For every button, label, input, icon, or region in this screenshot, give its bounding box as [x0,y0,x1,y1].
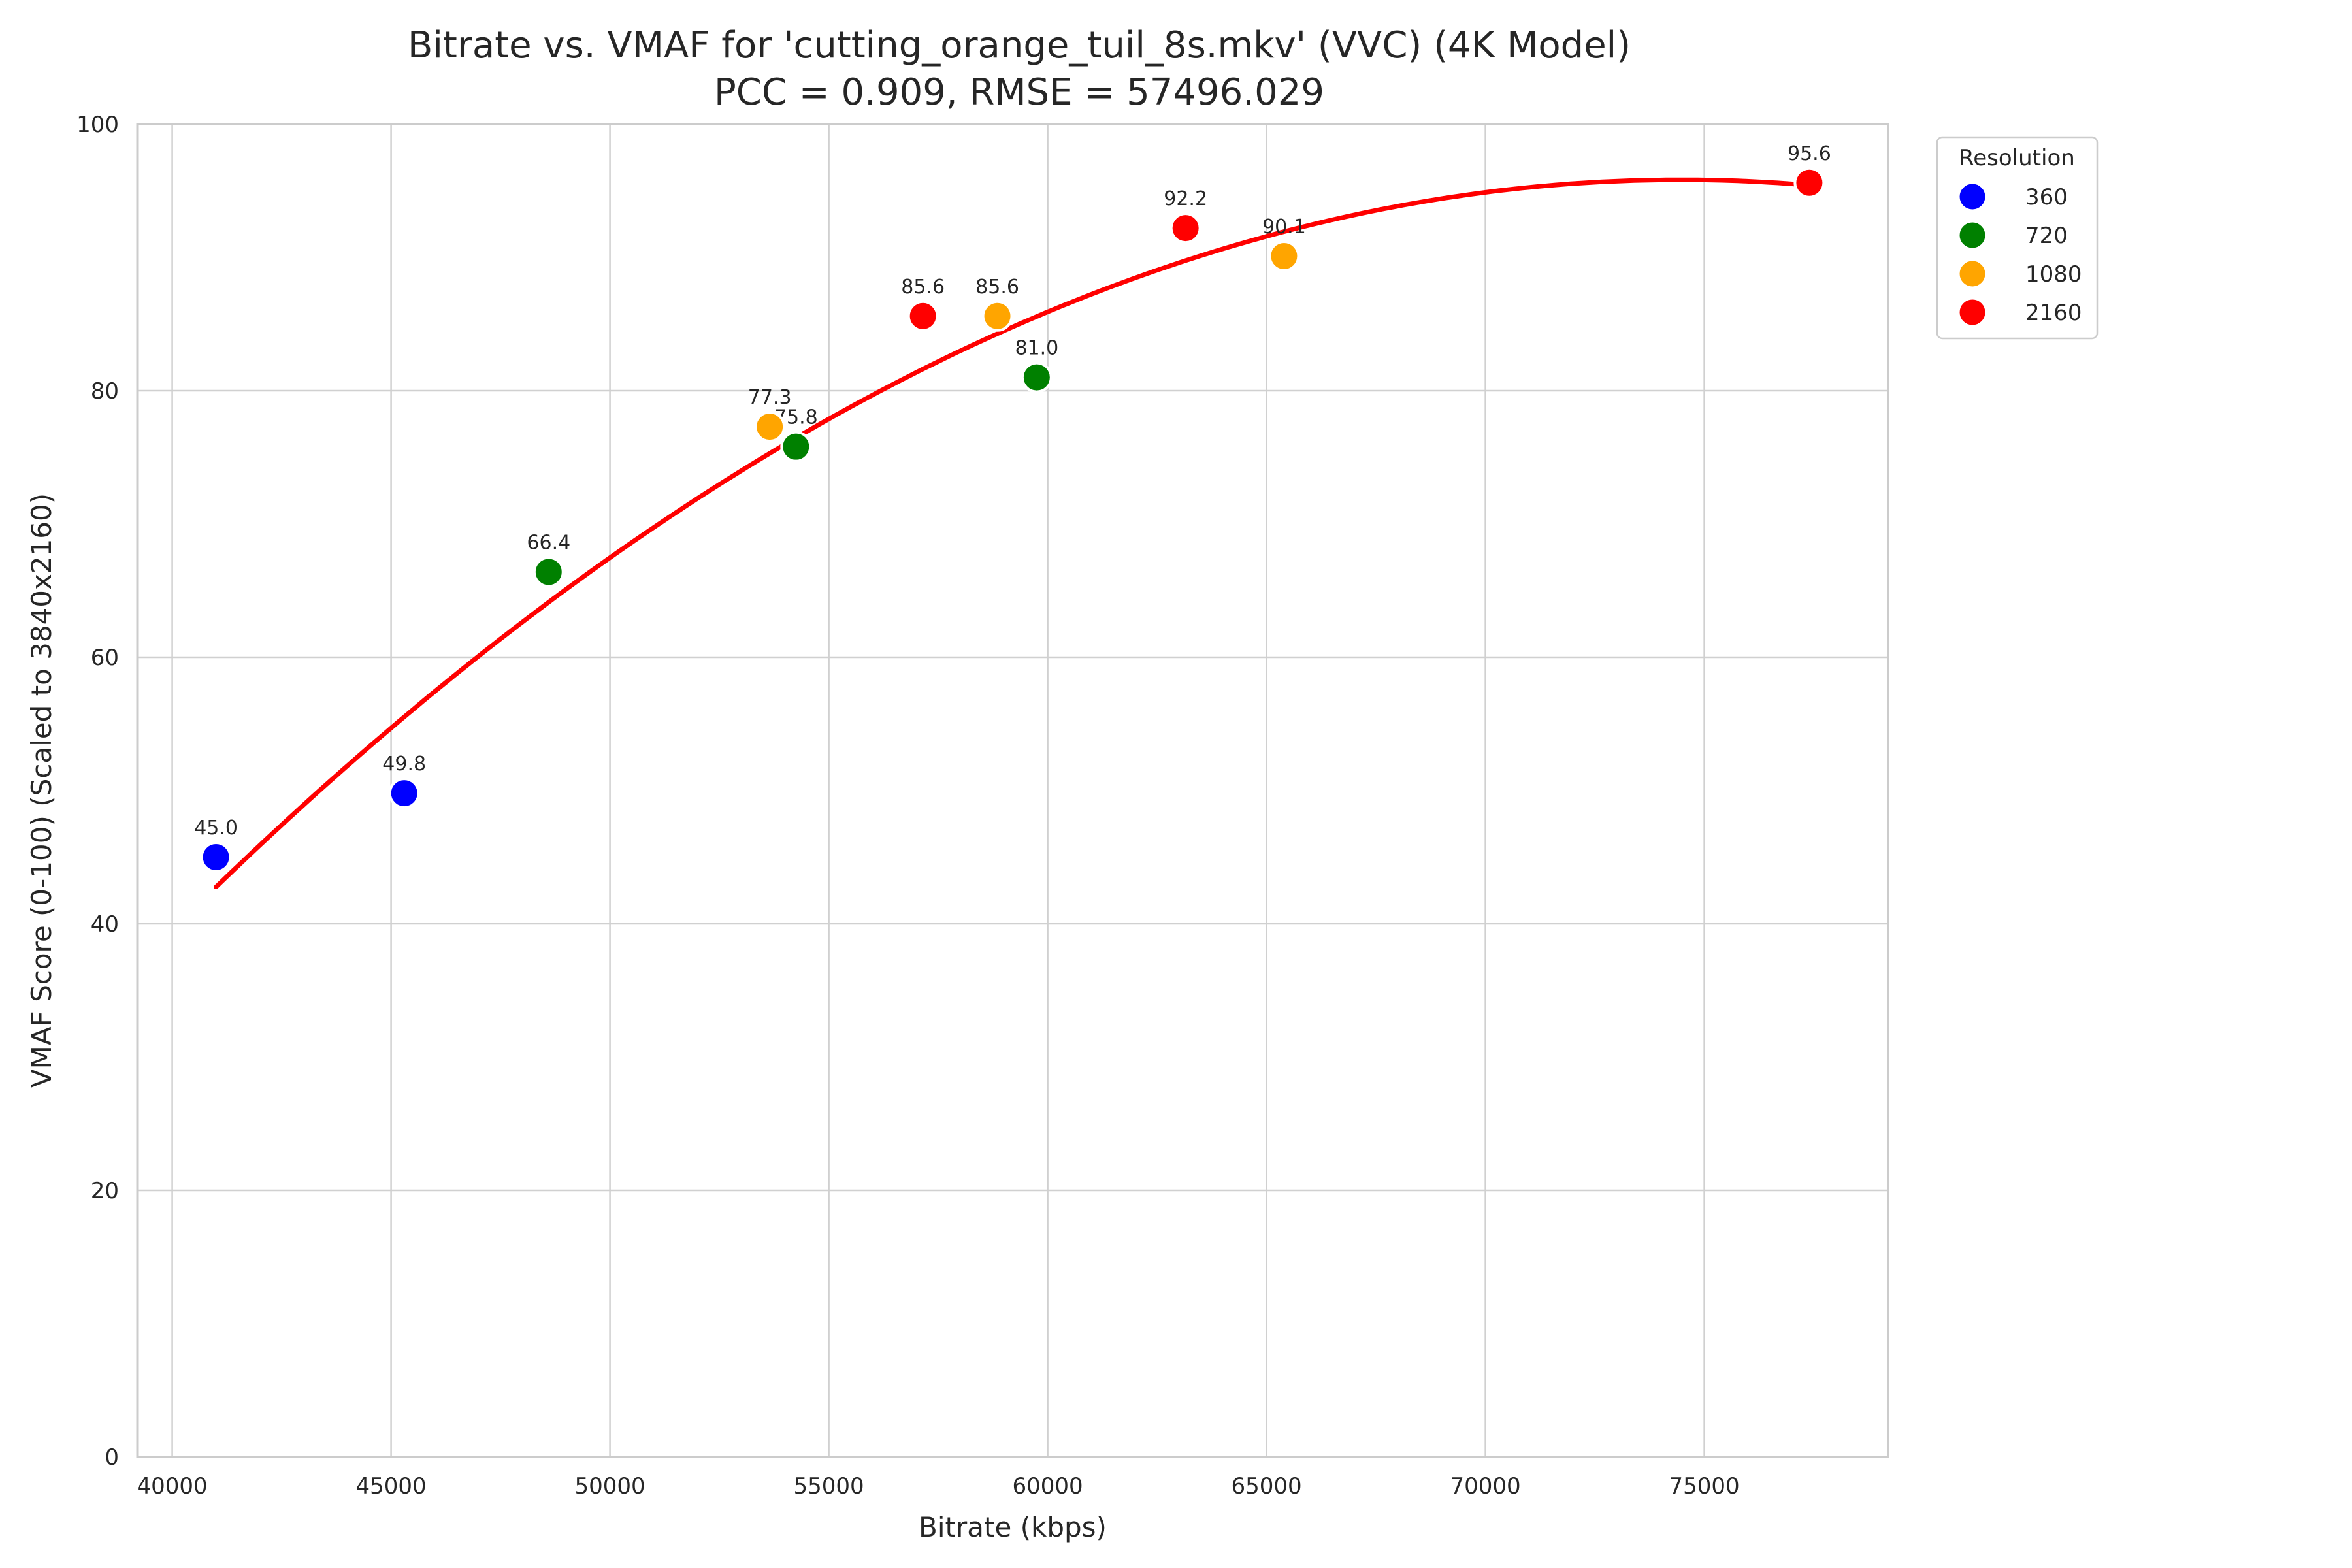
data-label: 85.6 [975,276,1019,299]
data-point-360 [200,841,232,873]
x-axis-label: Bitrate (kbps) [919,1511,1107,1543]
x-tick-label: 40000 [137,1473,208,1499]
legend-label: 360 [2025,184,2068,210]
x-tick-label: 55000 [794,1473,864,1499]
data-point-2160 [907,300,939,332]
data-point-720 [532,556,564,588]
data-points: 45.049.866.475.881.077.385.690.185.692.2… [194,142,1831,873]
data-point-1080 [981,300,1013,332]
data-point-1080 [1268,240,1300,272]
y-tick-label: 40 [91,911,119,938]
y-tick-label: 0 [105,1445,119,1471]
data-point-2160 [1793,167,1825,199]
chart-subtitle: PCC = 0.909, RMSE = 57496.029 [714,71,1324,114]
x-tick-label: 60000 [1013,1473,1083,1499]
data-point-1080 [754,411,786,443]
data-point-2160 [1169,212,1201,244]
data-label: 45.0 [194,817,238,840]
tick-labels: 40000 45000 50000 55000 60000 65000 70000 75000… [76,112,1740,1499]
data-label: 77.3 [748,386,792,409]
legend-marker [1957,220,1987,250]
data-label: 95.6 [1788,142,1831,165]
fit-curve [214,177,1812,890]
data-label: 85.6 [901,276,945,299]
legend-label: 720 [2025,223,2068,249]
x-tick-label: 65000 [1232,1473,1302,1499]
legend-label: 2160 [2025,300,2082,326]
y-tick-label: 100 [76,112,119,138]
data-label: 81.0 [1015,337,1058,360]
legend-marker [1957,297,1987,327]
legend-marker [1957,182,1987,212]
data-label: 49.8 [382,753,426,776]
legend-label: 1080 [2025,261,2082,287]
data-point-720 [780,431,812,463]
legend: Resolution 360 720 1080 2160 [1936,136,2099,340]
y-axis-label: VMAF Score (0-100) (Scaled to 3840x2160) [25,493,57,1088]
plot-frame [136,123,1889,1458]
y-tick-label: 60 [91,645,119,671]
data-point-360 [388,777,420,809]
chart-title: Bitrate vs. VMAF for 'cutting_orange_tui… [408,24,1631,67]
legend-marker [1957,259,1987,289]
legend-entries: 360 720 1080 2160 [1957,182,2082,327]
x-tick-label: 75000 [1669,1473,1740,1499]
data-label: 66.4 [527,531,570,554]
data-label: 92.2 [1164,188,1207,210]
data-label: 90.1 [1262,216,1306,238]
y-tick-label: 80 [91,378,119,404]
x-tick-label: 70000 [1450,1473,1521,1499]
x-tick-label: 45000 [356,1473,427,1499]
legend-title: Resolution [1959,145,2075,171]
y-tick-label: 20 [91,1178,119,1204]
x-tick-label: 50000 [575,1473,645,1499]
data-point-720 [1021,361,1053,393]
